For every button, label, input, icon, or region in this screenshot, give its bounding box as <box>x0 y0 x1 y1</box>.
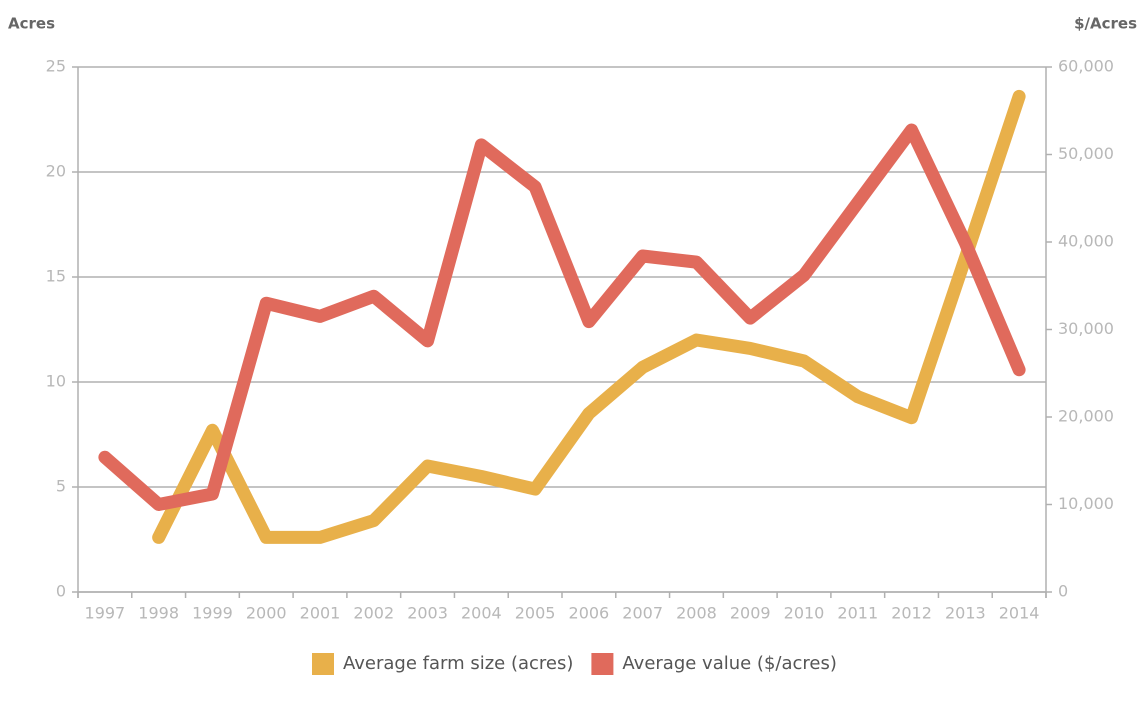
y2-tick-label: 10,000 <box>1058 494 1114 513</box>
y2-tick-label: 30,000 <box>1058 319 1114 338</box>
y-tick-label: 5 <box>56 477 66 496</box>
x-tick-label: 2010 <box>784 604 825 623</box>
y-tick-label: 0 <box>56 582 66 601</box>
x-tick-label: 2012 <box>891 604 932 623</box>
y2-tick-label: 50,000 <box>1058 144 1114 163</box>
x-tick-label: 2007 <box>622 604 663 623</box>
x-tick-label: 2006 <box>569 604 610 623</box>
y2-axis-title: $/Acres <box>1074 15 1137 33</box>
legend-label: Average value ($/acres) <box>622 653 836 674</box>
line-series <box>98 123 1026 511</box>
legend-label: Average farm size (acres) <box>343 653 573 674</box>
x-tick-label: 1999 <box>192 604 233 623</box>
x-tick-label: 2009 <box>730 604 771 623</box>
y2-tick-label: 60,000 <box>1058 57 1114 76</box>
legend-swatch <box>591 653 614 675</box>
x-tick-label: 1998 <box>138 604 179 623</box>
y-tick-label: 15 <box>46 267 66 286</box>
y2-tick-label: 40,000 <box>1058 232 1114 251</box>
y-tick-label: 10 <box>46 372 66 391</box>
x-tick-label: 2005 <box>515 604 556 623</box>
y-tick-label: 25 <box>46 57 66 76</box>
x-tick-label: 2002 <box>353 604 394 623</box>
x-tick-label: 2008 <box>676 604 717 623</box>
x-tick-label: 2004 <box>461 604 502 623</box>
x-tick-label: 2014 <box>999 604 1040 623</box>
x-tick-label: 2011 <box>837 604 878 623</box>
legend-swatch <box>312 653 334 675</box>
x-tick-label: 2000 <box>246 604 287 623</box>
y-tick-label: 20 <box>46 162 66 181</box>
x-tick-label: 2013 <box>945 604 986 623</box>
line-series <box>152 89 1026 544</box>
y2-tick-label: 0 <box>1058 582 1068 601</box>
y-axis-title: Acres <box>8 15 55 33</box>
x-tick-label: 1997 <box>85 604 126 623</box>
y2-tick-label: 20,000 <box>1058 407 1114 426</box>
x-tick-label: 2001 <box>300 604 341 623</box>
x-tick-label: 2003 <box>407 604 448 623</box>
